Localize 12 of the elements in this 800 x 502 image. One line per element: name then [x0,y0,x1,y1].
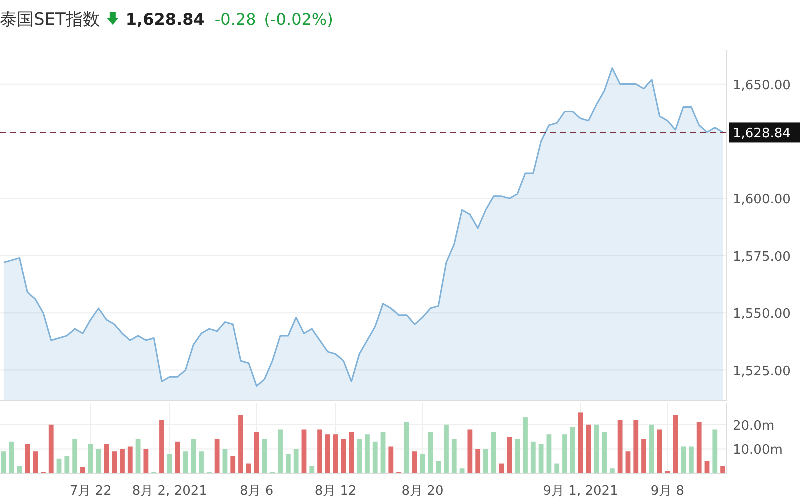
annotation: -0.28 [214,10,256,29]
ytick: 1,575.00 [733,250,791,265]
annotation: (-0.02%) [264,10,334,29]
ytick: 1,525.00 [733,364,791,380]
ytick: 10.00m [733,443,783,458]
title: 泰国SET指数 [0,10,100,30]
ytick: 1,650.00 [733,78,791,94]
ref-label: 1,628.84 [733,126,791,142]
ytick: 1,600.00 [733,192,791,208]
ytick: 20.0m [733,418,775,434]
ytick: 1,550.00 [733,307,791,322]
annotation: 1,628.84 [126,10,205,29]
